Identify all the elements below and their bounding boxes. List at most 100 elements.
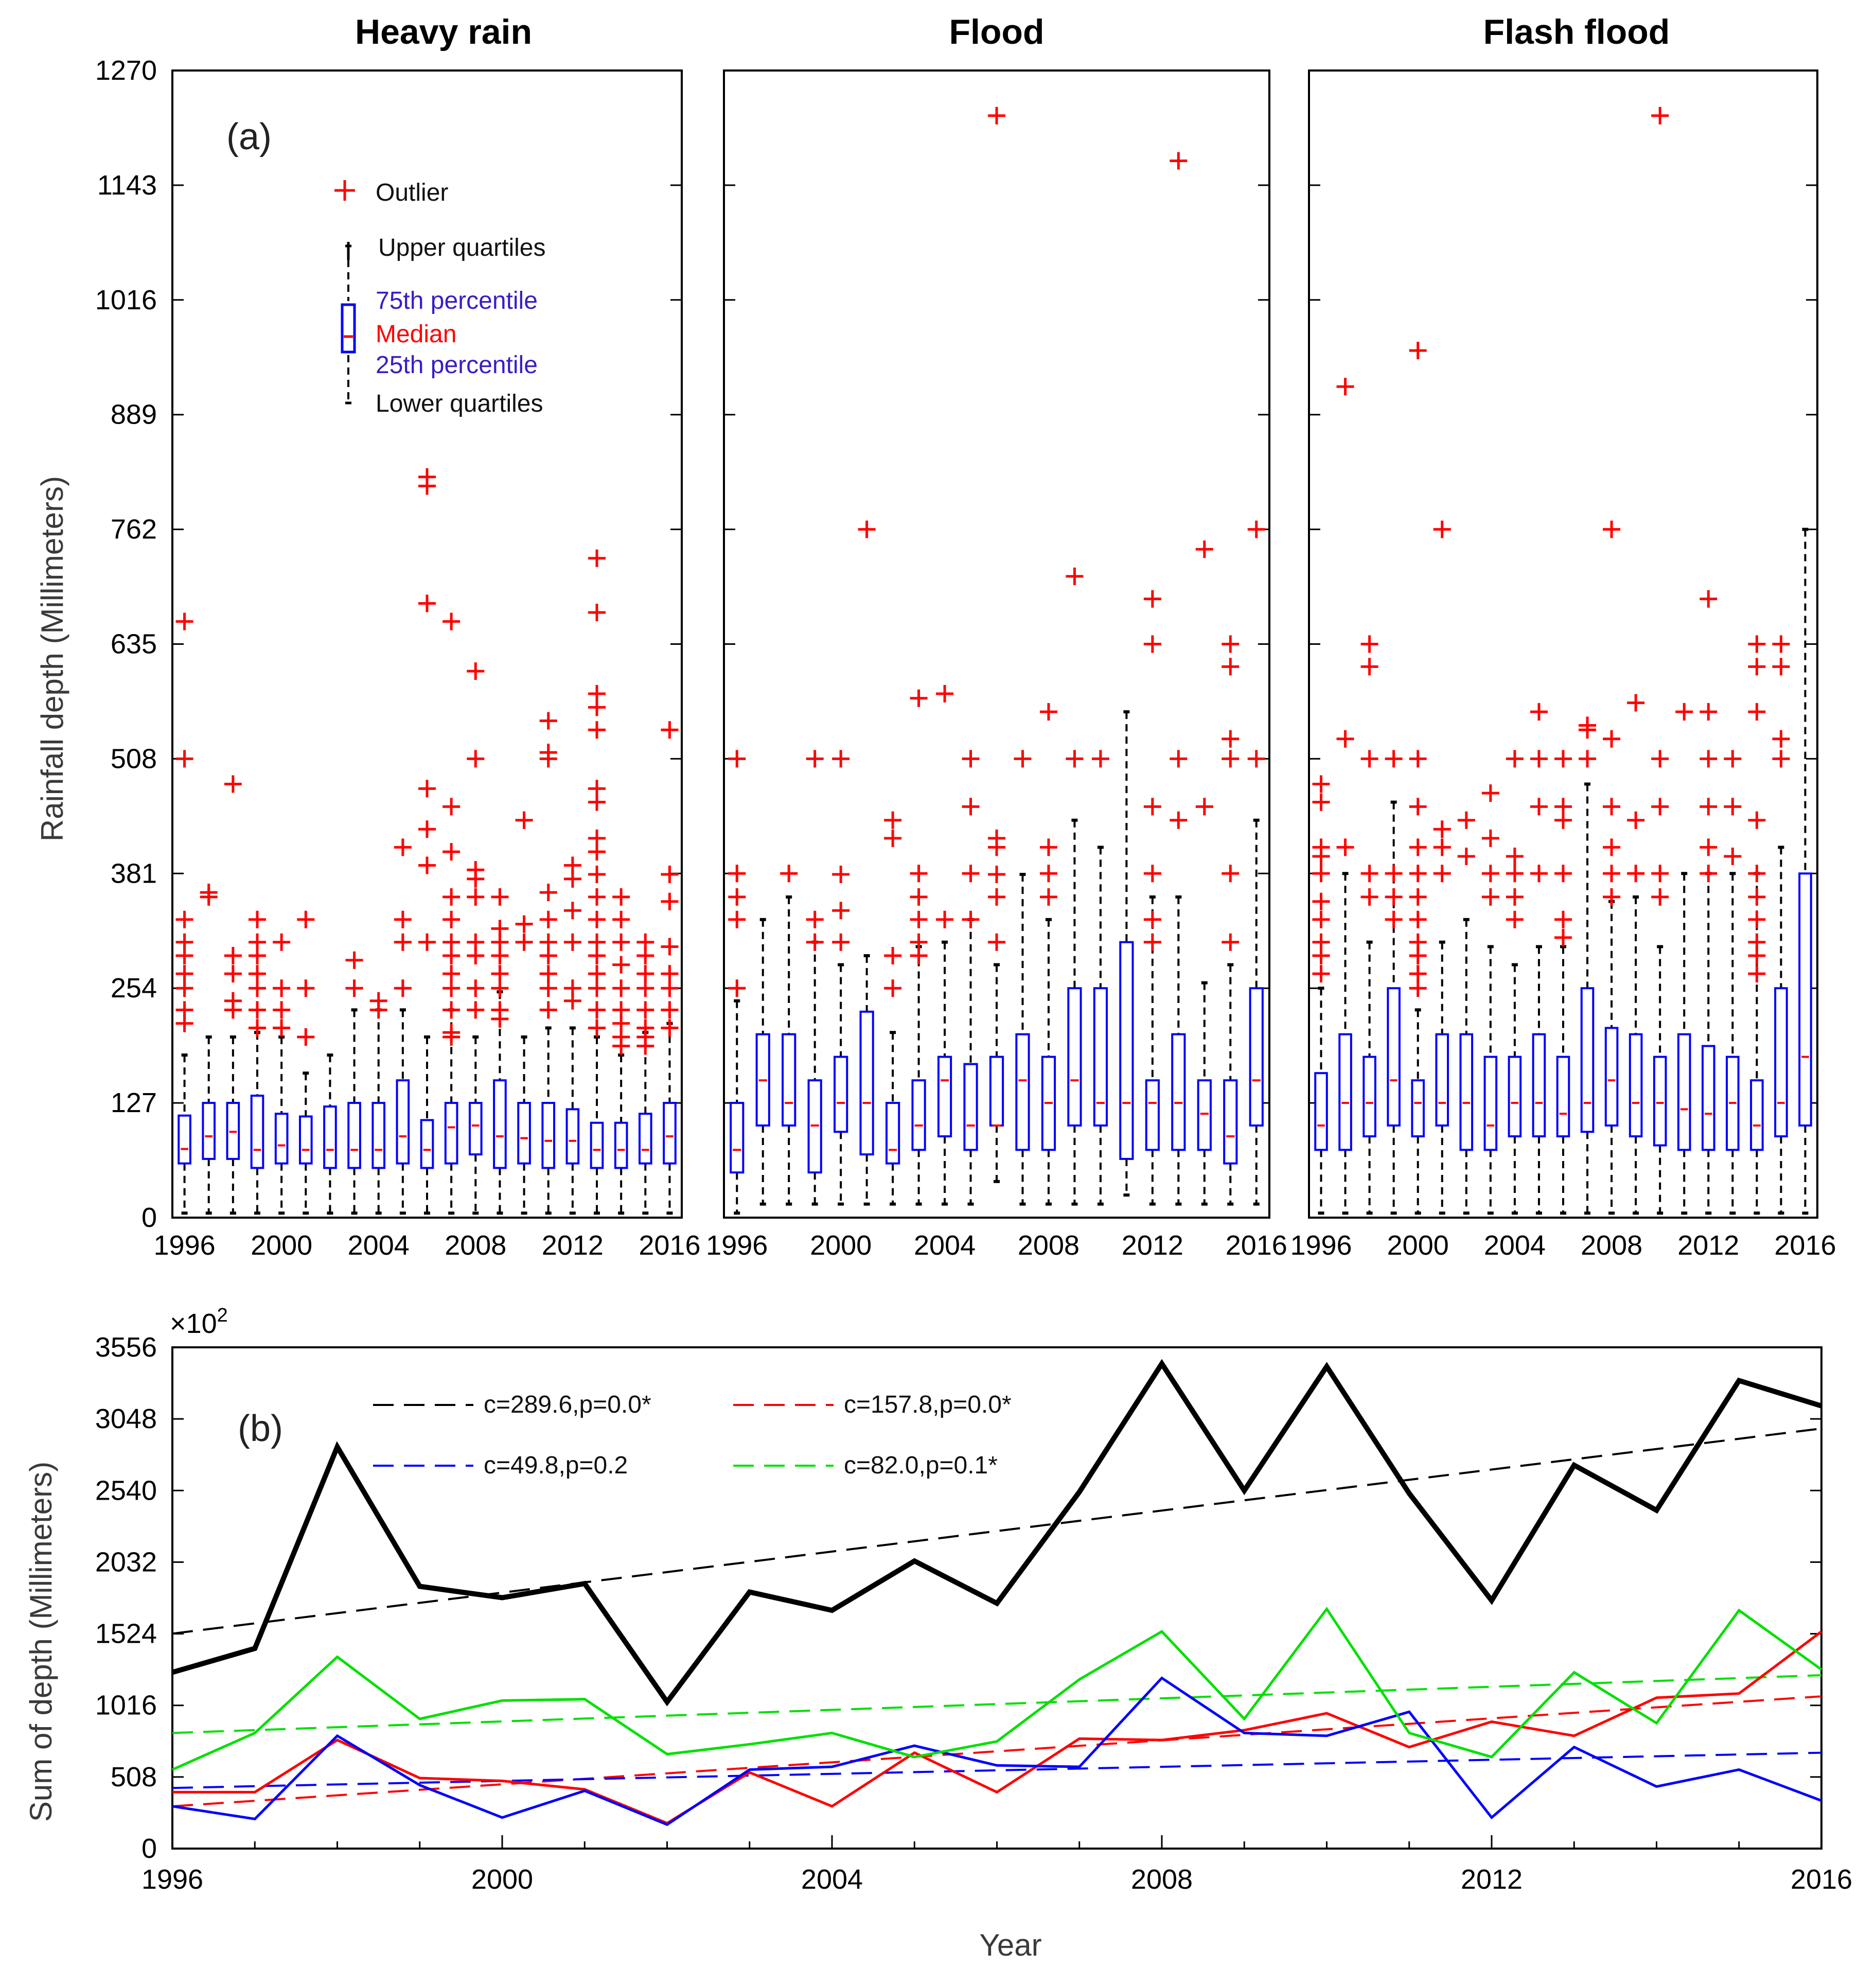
outlier-marker [1481,865,1499,883]
outlier-marker [884,829,902,847]
box [590,1121,604,1169]
outlier-marker [1360,750,1378,768]
box [371,1102,386,1169]
outlier-marker [936,910,954,928]
legend-a: Outlier Upper quartiles 75th percentile … [334,179,546,417]
x-tick-label: 2012 [1122,1230,1183,1261]
outlier-marker [832,750,850,768]
outlier-marker [1143,933,1161,951]
y-tick-label-b: 0 [141,1833,157,1864]
outlier-marker [588,965,606,983]
outlier-marker [443,910,461,928]
legend-p25-label: 25th percentile [376,351,538,379]
outlier-marker [1039,888,1057,906]
outlier-marker [224,947,242,965]
outlier-marker [988,866,1005,884]
outlier-marker [962,910,980,928]
box [202,1102,216,1160]
outlier-marker [1700,838,1718,856]
box [638,1113,652,1165]
outlier-marker [832,902,850,920]
box [782,1033,797,1127]
outlier-marker [1312,892,1330,910]
outlier-marker [515,933,533,951]
box [1067,987,1082,1127]
outlier-marker [988,888,1005,906]
box [517,1102,531,1165]
y-tick-label: 508 [111,743,157,774]
outlier-marker [1360,865,1378,883]
outlier-marker [588,685,606,703]
outlier-marker [224,992,242,1010]
outlier-marker [1409,910,1427,928]
y-tick-label: 1270 [95,55,157,86]
y-scale-base: ×10 [170,1308,217,1339]
outlier-marker [1724,798,1742,816]
outlier-marker [467,933,485,951]
box [565,1108,580,1165]
y-tick-label-b: 2032 [95,1546,157,1577]
outlier-marker [297,910,315,928]
outlier-marker [1409,342,1427,360]
outlier-marker [1554,910,1572,928]
outlier-marker [1603,730,1621,748]
legend-lower-label: Lower quartiles [376,390,543,417]
outlier-marker [1748,811,1766,829]
box [834,1056,848,1133]
outlier-marker [612,956,630,974]
outlier-marker [297,979,315,997]
box [730,1102,745,1174]
outlier-marker [563,933,581,951]
outlier-marker [728,888,746,906]
outlier-marker [661,938,679,956]
outlier-marker [1066,750,1084,768]
outlier-marker [1433,820,1451,838]
outlier-marker [1143,865,1161,883]
legend-outlier-marker [334,180,355,201]
y-tick-label: 0 [141,1202,157,1233]
outlier-marker [1222,658,1240,676]
outlier-marker [588,829,606,847]
x-tick-label-b: 2008 [1131,1864,1193,1895]
outlier-marker [1312,933,1330,951]
outlier-marker [661,866,679,884]
outlier-marker [1748,703,1766,721]
outlier-marker [539,1001,557,1019]
outlier-marker [884,947,902,965]
outlier-marker [636,965,654,983]
outlier-marker [1627,811,1645,829]
box [1580,987,1595,1133]
x-tick-label: 2008 [1018,1230,1079,1261]
outlier-marker [1627,694,1645,712]
outlier-marker [418,780,436,798]
box [396,1079,410,1165]
outlier-marker [515,915,533,933]
outlier-marker [1143,635,1161,653]
outlier-marker [394,933,412,951]
outlier-marker [539,933,557,951]
outlier-marker [1748,865,1766,883]
x-tick-label: 2012 [1677,1230,1739,1261]
x-tick-label: 1996 [706,1230,768,1261]
box-panel-heavy-rain: 1996 2000 2004 2008 2012 2016 [154,69,700,1261]
outlier-marker [1312,910,1330,928]
outlier-marker [1700,750,1718,768]
outlier-marker [1506,888,1524,906]
box [250,1095,264,1169]
box [1171,1033,1186,1151]
box [989,1056,1004,1127]
box [420,1119,434,1169]
trend-line-1 [172,1695,1822,1807]
outlier-marker [1530,798,1548,816]
box [1197,1079,1212,1151]
outlier-marker [467,1001,485,1019]
y-tick-label-b: 508 [111,1762,157,1792]
outlier-marker [806,750,824,768]
legend-outlier-label: Outlier [376,179,448,206]
outlier-marker [273,1019,291,1037]
outlier-marker [443,888,461,906]
outlier-marker [175,965,193,983]
x-tick-label: 2000 [810,1230,872,1261]
y-scale-exponent: 2 [217,1305,228,1326]
y-ticks-a: 0 127 254 381 508 635 762 889 1016 1143 1270 [95,55,157,1233]
